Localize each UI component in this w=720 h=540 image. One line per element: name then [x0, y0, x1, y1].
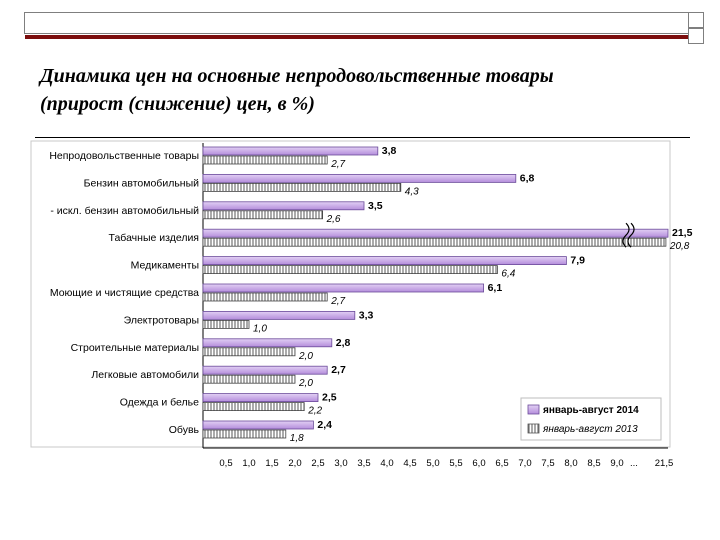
bar-2013 — [202, 210, 323, 220]
chart-frame — [30, 140, 671, 448]
x-tick-label: 8,5 — [587, 458, 600, 469]
x-tick-label: ... — [630, 458, 638, 469]
category-label: Одежда и белье — [120, 397, 199, 409]
value-label-2014: 2,5 — [322, 392, 337, 404]
x-tick-label: 5,5 — [449, 458, 462, 469]
bar-2014 — [202, 256, 567, 266]
corner-square-icon — [688, 28, 704, 44]
x-tick-label: 2,0 — [288, 458, 301, 469]
value-label-2013: 2,7 — [330, 296, 345, 307]
title-separator — [35, 137, 690, 138]
value-label-2013: 2,2 — [307, 406, 322, 417]
bar-2013 — [202, 374, 296, 384]
legend-swatch-2014 — [527, 404, 540, 415]
bar-2014 — [202, 338, 333, 348]
slide-top-accent-line — [25, 35, 691, 39]
category-label: Бензин автомобильный — [84, 177, 200, 189]
x-tick-label: 1,0 — [242, 458, 255, 469]
legend: январь-август 2014 январь-август 2013 — [520, 397, 662, 441]
slide-title-line-2: (прирост (снижение) цен, в %) — [40, 93, 315, 115]
bar-2013 — [202, 347, 296, 357]
value-label-2013: 1,0 — [253, 323, 267, 334]
bar-2013 — [202, 155, 328, 165]
value-label-2013: 20,8 — [669, 241, 690, 252]
bar-2014 — [202, 173, 517, 183]
category-label: Легковые автомобили — [91, 369, 199, 381]
x-tick-label: 8,0 — [564, 458, 577, 469]
slide-title-line-1: Динамика цен на основные непродовольстве… — [40, 65, 554, 87]
category-label: Табачные изделия — [109, 232, 199, 244]
x-tick-label: 21,5 — [655, 458, 674, 469]
bar-2013 — [202, 402, 305, 412]
category-label: Электротовары — [124, 314, 199, 326]
bar-2013 — [202, 265, 498, 275]
x-tick-label: 9,0 — [610, 458, 623, 469]
legend-label-2013: январь-август 2013 — [542, 424, 638, 435]
bar-2014 — [202, 365, 328, 375]
slide-title: Динамика цен на основные непродовольстве… — [40, 62, 700, 118]
value-label-2013: 2,0 — [298, 351, 313, 362]
x-tick-label: 0,5 — [219, 458, 232, 469]
category-label: Непродовольственные товары — [49, 150, 199, 162]
x-tick-label: 5,0 — [426, 458, 439, 469]
value-label-2014: 2,4 — [317, 419, 332, 431]
x-tick-label: 6,0 — [472, 458, 485, 469]
value-label-2014: 7,9 — [570, 255, 585, 267]
bar-2013 — [202, 182, 402, 192]
axis-break-mark — [627, 222, 635, 248]
value-label-2014: 21,5 — [672, 227, 693, 239]
bar-2013 — [202, 237, 667, 247]
value-label-2013: 6,4 — [501, 269, 515, 280]
value-label-2014: 6,8 — [520, 172, 535, 184]
value-label-2013: 2,7 — [330, 159, 345, 170]
x-tick-label: 3,0 — [334, 458, 347, 469]
bar-2014 — [202, 201, 365, 211]
legend-label-2014: январь-август 2014 — [543, 405, 639, 416]
value-label-2013: 1,8 — [290, 433, 304, 444]
category-label: Обувь — [169, 424, 200, 436]
x-tick-label: 7,5 — [541, 458, 554, 469]
category-label: Моющие и чистящие средства — [50, 287, 199, 299]
x-tick-label: 4,0 — [380, 458, 393, 469]
bar-2014 — [202, 420, 314, 430]
x-tick-label: 6,5 — [495, 458, 508, 469]
x-tick-label: 3,5 — [357, 458, 370, 469]
value-label-2013: 2,0 — [298, 378, 313, 389]
bar-2013 — [202, 292, 328, 302]
bar-2013 — [202, 429, 287, 439]
bar-2014 — [202, 228, 669, 238]
x-tick-label: 2,5 — [311, 458, 324, 469]
value-label-2014: 2,8 — [336, 337, 351, 349]
category-label: Строительные материалы — [71, 342, 199, 354]
value-label-2013: 4,3 — [405, 186, 419, 197]
x-tick-label: 4,5 — [403, 458, 416, 469]
value-label-2014: 3,5 — [368, 200, 383, 212]
value-label-2014: 3,8 — [382, 145, 397, 157]
value-label-2014: 2,7 — [331, 364, 346, 376]
x-tick-label: 7,0 — [518, 458, 531, 469]
corner-square-icon — [688, 12, 704, 28]
value-label-2014: 3,3 — [359, 309, 374, 321]
bar-2014 — [202, 146, 379, 156]
bar-2014 — [202, 393, 319, 403]
category-label: - искл. бензин автомобильный — [50, 205, 199, 217]
bar-2014 — [202, 283, 485, 293]
bar-2014 — [202, 310, 356, 320]
bar-2013 — [202, 319, 250, 329]
axis-break-mark — [622, 222, 630, 248]
x-tick-label: 1,5 — [265, 458, 278, 469]
value-label-2014: 6,1 — [488, 282, 503, 294]
category-label: Медикаменты — [131, 260, 199, 272]
value-label-2013: 2,6 — [326, 214, 341, 225]
legend-swatch-2013 — [527, 423, 540, 434]
